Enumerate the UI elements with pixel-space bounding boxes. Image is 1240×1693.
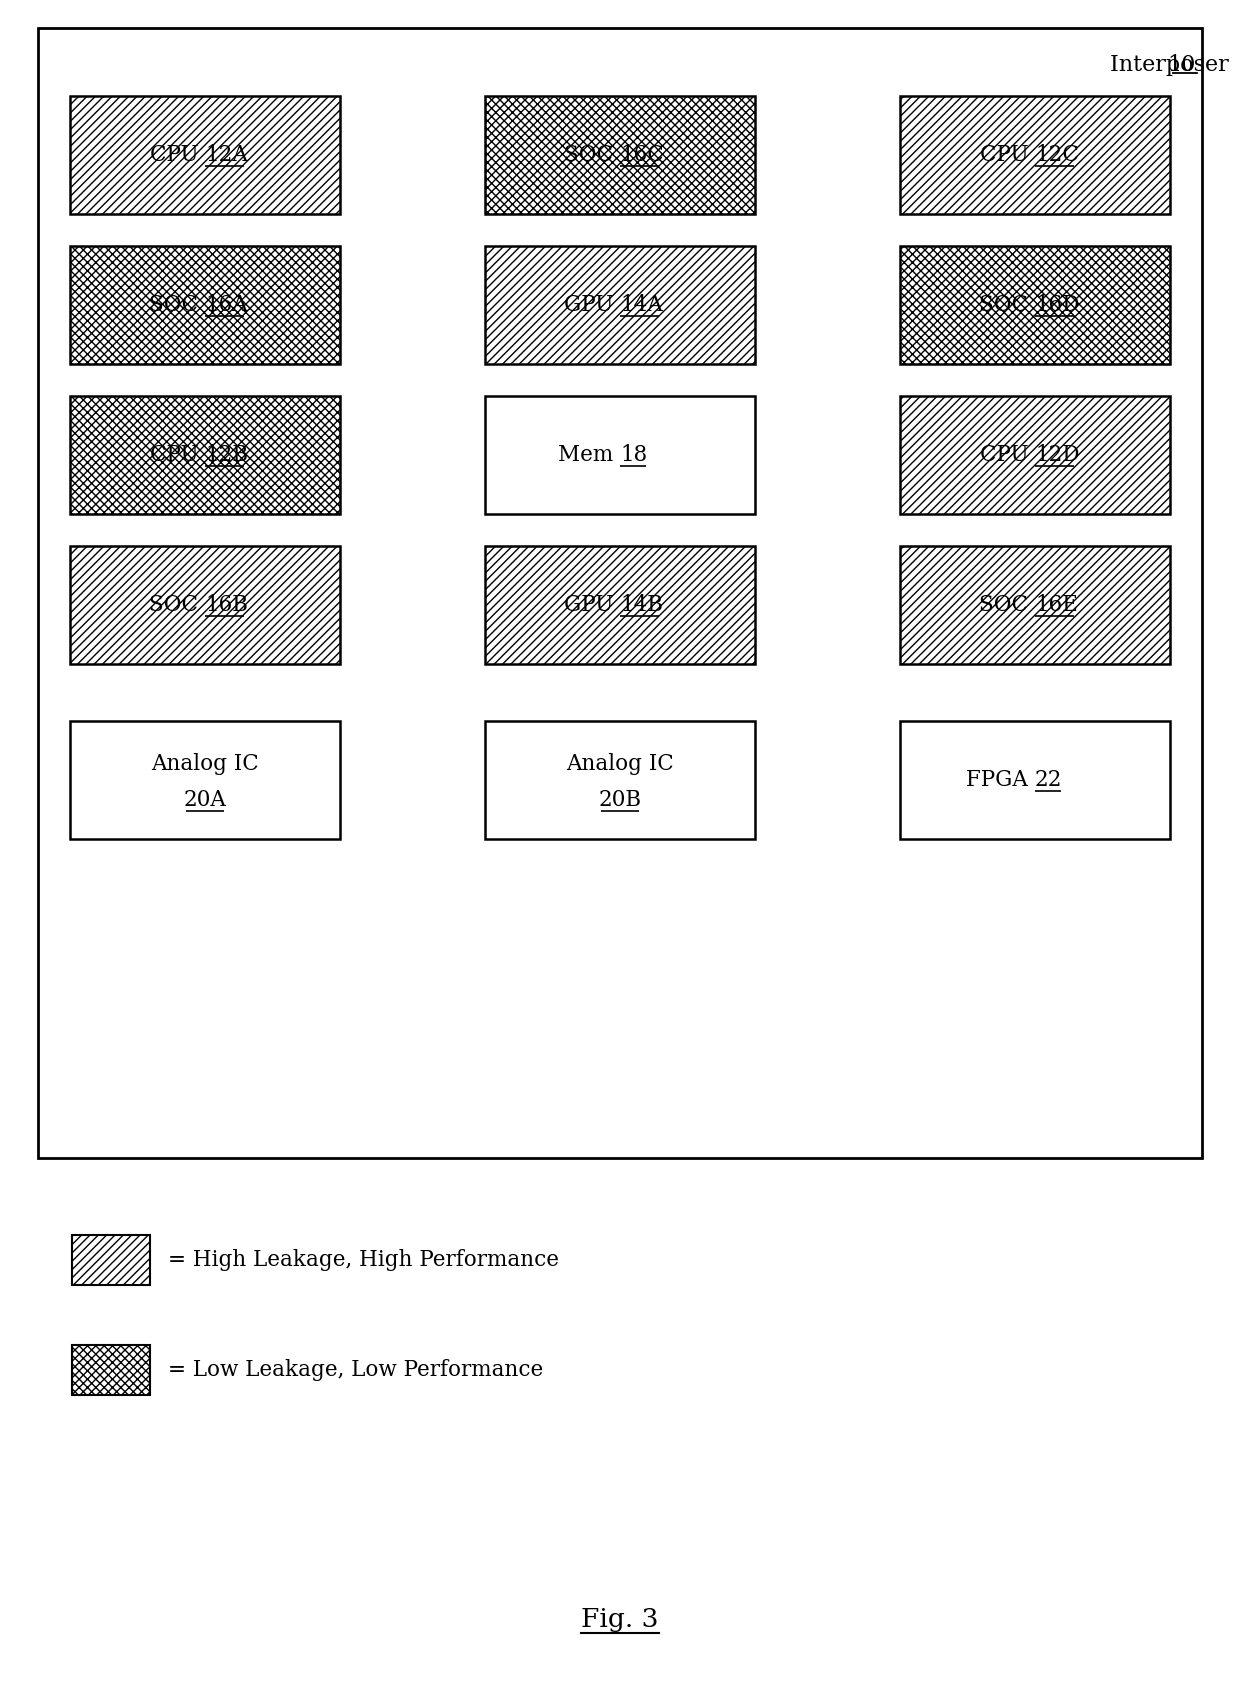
Text: SOC: SOC [980,295,1035,317]
Text: 12D: 12D [1035,444,1080,466]
Text: Interposer: Interposer [1110,54,1236,76]
Text: CPU: CPU [980,444,1035,466]
Bar [485,97,755,213]
Text: GPU: GPU [564,594,620,616]
Text: 16B: 16B [205,594,248,616]
Text: 12B: 12B [205,444,248,466]
Bar [38,29,1202,1158]
Bar [900,396,1171,515]
Text: GPU: GPU [564,295,620,317]
Text: 10: 10 [1168,54,1197,76]
Text: 16E: 16E [1035,594,1078,616]
Bar [485,396,755,515]
Text: SOC: SOC [149,295,205,317]
Bar [69,396,340,515]
Text: 14A: 14A [620,295,662,317]
Bar [485,721,755,840]
Text: 12A: 12A [205,144,248,166]
Bar [72,1344,150,1395]
Text: Fig. 3: Fig. 3 [582,1607,658,1632]
Text: SOC: SOC [564,144,620,166]
Bar [69,97,340,213]
Bar [485,547,755,664]
Bar [69,547,340,664]
Bar [900,547,1171,664]
Text: 12C: 12C [1035,144,1079,166]
Text: Mem: Mem [558,444,620,466]
Text: 16A: 16A [205,295,248,317]
Text: 22: 22 [1035,769,1063,791]
Text: 16C: 16C [620,144,663,166]
Text: 18: 18 [620,444,647,466]
Text: 20A: 20A [184,789,227,811]
Bar [485,245,755,364]
Text: SOC: SOC [980,594,1035,616]
Text: Analog IC: Analog IC [567,753,673,775]
Bar [900,721,1171,840]
Bar [69,721,340,840]
Text: 20B: 20B [599,789,641,811]
Text: SOC: SOC [149,594,205,616]
Text: = High Leakage, High Performance: = High Leakage, High Performance [167,1249,559,1271]
Text: 14B: 14B [620,594,663,616]
Bar [900,97,1171,213]
Text: 16D: 16D [1035,295,1079,317]
Text: FPGA: FPGA [966,769,1035,791]
Text: CPU: CPU [980,144,1035,166]
Bar [72,1234,150,1285]
Text: = Low Leakage, Low Performance: = Low Leakage, Low Performance [167,1359,543,1381]
Text: CPU: CPU [150,444,205,466]
Bar [69,245,340,364]
Bar [900,245,1171,364]
Text: Analog IC: Analog IC [151,753,259,775]
Text: CPU: CPU [150,144,205,166]
